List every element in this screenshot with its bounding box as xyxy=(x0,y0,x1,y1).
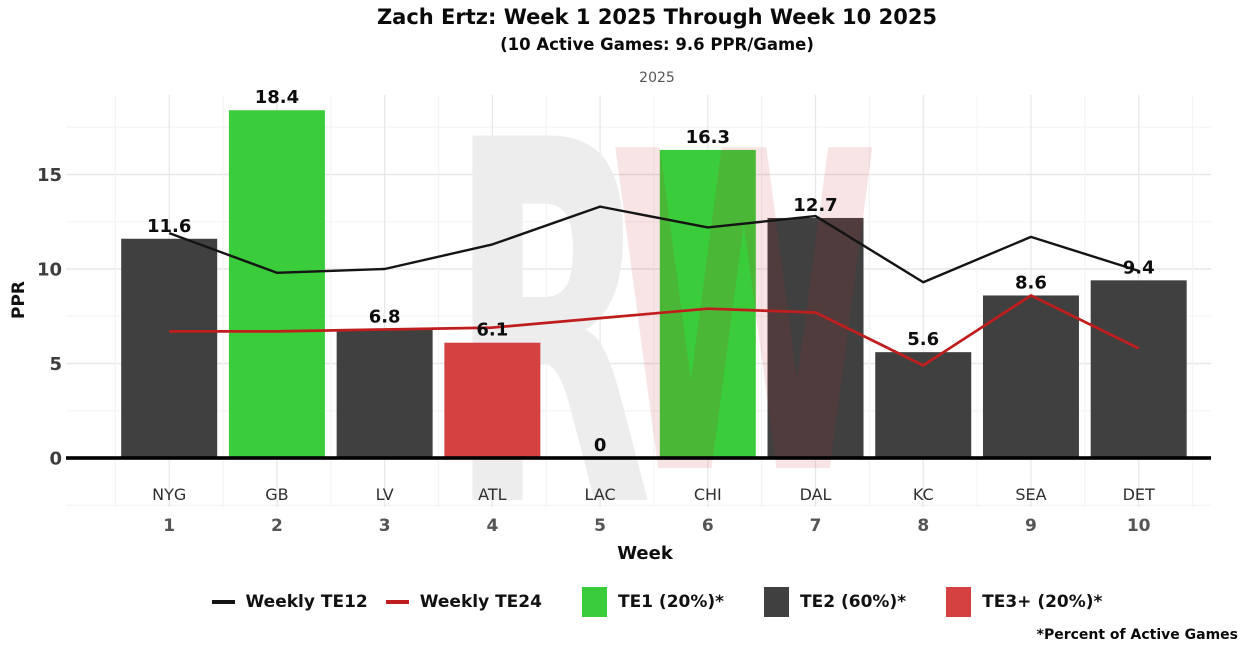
x-opponent-label: ATL xyxy=(478,485,506,504)
legend-item-te2: TE2 (60%)* xyxy=(764,587,906,617)
legend-label: Weekly TE24 xyxy=(419,592,542,612)
bar-week-4 xyxy=(444,342,541,458)
y-tick-label: 0 xyxy=(49,449,62,470)
x-opponent-label: SEA xyxy=(1015,485,1046,504)
x-week-label: 10 xyxy=(1127,516,1151,536)
te12-line-swatch xyxy=(211,600,235,604)
series-line-te12_line xyxy=(168,205,1140,284)
bar-value-label: 16.3 xyxy=(686,127,730,148)
x-opponent-label: GB xyxy=(265,485,288,504)
x-week-label: 5 xyxy=(594,516,606,536)
legend-item-te12: Weekly TE12 xyxy=(211,592,368,612)
bar-value-label: 9.4 xyxy=(1123,257,1155,278)
facet-label: 2025 xyxy=(639,70,675,86)
legend-item-te1: TE1 (20%)* xyxy=(581,587,725,617)
x-week-label: 9 xyxy=(1025,516,1037,536)
legend-label: TE1 (20%)* xyxy=(617,592,725,612)
legend-item-te24: Weekly TE24 xyxy=(385,592,542,612)
x-week-label: 1 xyxy=(163,516,175,536)
x-week-label: 3 xyxy=(379,516,391,536)
x-week-label: 2 xyxy=(271,516,283,536)
bar-week-7 xyxy=(767,217,864,458)
bar-value-label: 5.6 xyxy=(907,329,939,350)
bar-week-10 xyxy=(1090,280,1187,458)
series-line-te24_line xyxy=(169,294,1140,367)
x-week-label: 4 xyxy=(486,516,498,536)
y-tick-label: 10 xyxy=(37,260,62,281)
bar-value-label: 6.8 xyxy=(369,306,401,327)
bar-week-1 xyxy=(121,238,218,458)
page-subtitle: (10 Active Games: 9.6 PPR/Game) xyxy=(500,35,814,54)
x-opponent-label: LV xyxy=(376,485,394,504)
x-opponent-label: DET xyxy=(1123,485,1155,504)
y-tick-label: 5 xyxy=(49,354,62,375)
bar-week-9 xyxy=(982,295,1079,458)
legend-label: Weekly TE12 xyxy=(245,592,368,612)
te1-color-swatch xyxy=(581,587,607,617)
bar-value-label: 18.4 xyxy=(255,87,299,108)
bar-week-8 xyxy=(875,352,972,458)
bar-value-label: 11.6 xyxy=(147,216,191,237)
bar-value-label: 12.7 xyxy=(793,195,837,216)
x-opponent-label: DAL xyxy=(800,485,832,504)
y-tick-label: 15 xyxy=(37,165,62,186)
footnote: *Percent of Active Games xyxy=(1036,627,1238,643)
legend-label: TE2 (60%)* xyxy=(800,592,907,612)
x-opponent-label: NYG xyxy=(152,485,186,504)
x-opponent-label: CHI xyxy=(694,485,722,504)
bar-week-2 xyxy=(228,110,325,459)
x-week-label: 6 xyxy=(702,516,714,536)
x-axis-line xyxy=(66,456,1211,460)
bar-value-label: 6.1 xyxy=(476,320,508,341)
te24-line-swatch xyxy=(385,600,409,604)
watermark-w-letter: W xyxy=(608,60,880,572)
te3-color-swatch xyxy=(946,587,972,617)
bar-week-3 xyxy=(336,329,433,458)
te2-color-swatch xyxy=(764,587,790,617)
x-opponent-label: KC xyxy=(913,485,934,504)
legend: Weekly TE12 Weekly TE24 TE1 (20%)* TE2 (… xyxy=(66,587,1248,617)
page-title: Zach Ertz: Week 1 2025 Through Week 10 2… xyxy=(376,5,938,29)
legend-label: TE3+ (20%)* xyxy=(982,592,1103,612)
y-axis-title: PPR xyxy=(9,281,29,319)
bar-value-label: 0 xyxy=(594,435,607,456)
bar-week-6 xyxy=(659,149,756,458)
x-week-label: 7 xyxy=(810,516,822,536)
bar-value-label: 8.6 xyxy=(1015,272,1047,293)
x-axis-title: Week xyxy=(617,543,674,564)
legend-item-te3: TE3+ (20%)* xyxy=(946,587,1102,617)
x-opponent-label: LAC xyxy=(585,485,616,504)
x-week-label: 8 xyxy=(917,516,929,536)
